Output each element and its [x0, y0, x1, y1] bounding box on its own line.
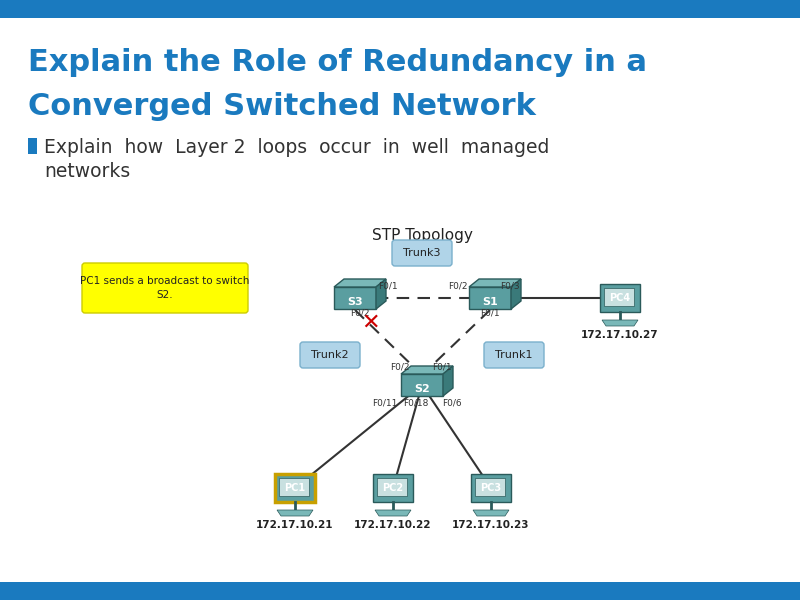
FancyBboxPatch shape: [334, 287, 376, 309]
Text: Cisco Public: Cisco Public: [375, 587, 425, 595]
Text: Explain  how  Layer 2  loops  occur  in  well  managed: Explain how Layer 2 loops occur in well …: [44, 138, 550, 157]
Text: 172.17.10.22: 172.17.10.22: [354, 520, 432, 530]
Text: F0/2: F0/2: [448, 281, 468, 290]
Polygon shape: [511, 279, 521, 309]
Bar: [28, 138, 37, 154]
Text: ©2008 Cisco Systems, Inc. All rights reserved.: ©2008 Cisco Systems, Inc. All rights res…: [30, 587, 226, 595]
Polygon shape: [602, 320, 638, 326]
FancyBboxPatch shape: [82, 263, 248, 313]
Text: F0/2: F0/2: [390, 362, 410, 371]
Text: F0/1: F0/1: [480, 308, 500, 317]
Text: F0/6: F0/6: [442, 398, 462, 407]
FancyBboxPatch shape: [600, 284, 640, 312]
Text: STP Topology: STP Topology: [371, 228, 473, 243]
Polygon shape: [473, 510, 509, 516]
Text: Trunk2: Trunk2: [311, 350, 349, 360]
FancyBboxPatch shape: [373, 474, 413, 502]
Polygon shape: [469, 279, 521, 287]
FancyBboxPatch shape: [275, 474, 315, 502]
Text: Converged Switched Network: Converged Switched Network: [28, 92, 536, 121]
Text: 172.17.10.21: 172.17.10.21: [256, 520, 334, 530]
Text: F0/1: F0/1: [378, 281, 398, 290]
Text: networks: networks: [44, 162, 130, 181]
Text: Trunk3: Trunk3: [403, 248, 441, 258]
Text: 5: 5: [772, 586, 780, 596]
Text: PC1: PC1: [285, 483, 306, 493]
Text: F0/3: F0/3: [500, 281, 520, 290]
Text: PC2: PC2: [382, 483, 403, 493]
Text: S3: S3: [347, 297, 363, 307]
FancyBboxPatch shape: [604, 288, 634, 306]
FancyBboxPatch shape: [279, 478, 309, 496]
Text: PC3: PC3: [481, 483, 502, 493]
FancyBboxPatch shape: [392, 240, 452, 266]
Text: F0/11: F0/11: [372, 398, 398, 407]
Text: Trunk1: Trunk1: [495, 350, 533, 360]
Polygon shape: [443, 366, 453, 396]
Text: F0/18: F0/18: [403, 398, 429, 407]
FancyBboxPatch shape: [377, 478, 407, 496]
Polygon shape: [334, 279, 386, 287]
Text: S2: S2: [414, 384, 430, 394]
Polygon shape: [277, 510, 313, 516]
Bar: [0, 0, 800, 18]
Polygon shape: [376, 279, 386, 309]
Text: PC1 sends a broadcast to switch
S2.: PC1 sends a broadcast to switch S2.: [80, 276, 250, 300]
FancyBboxPatch shape: [401, 374, 443, 396]
Polygon shape: [375, 510, 411, 516]
FancyBboxPatch shape: [471, 474, 511, 502]
Text: Explain the Role of Redundancy in a: Explain the Role of Redundancy in a: [28, 48, 647, 77]
FancyBboxPatch shape: [469, 287, 511, 309]
Text: S1: S1: [482, 297, 498, 307]
Text: F0/1: F0/1: [432, 362, 452, 371]
Polygon shape: [401, 366, 453, 374]
Text: 172.17.10.27: 172.17.10.27: [581, 330, 659, 340]
FancyBboxPatch shape: [300, 342, 360, 368]
Bar: [0, 582, 800, 600]
Text: 172.17.10.23: 172.17.10.23: [452, 520, 530, 530]
FancyBboxPatch shape: [475, 478, 505, 496]
Text: PC4: PC4: [610, 293, 630, 303]
FancyBboxPatch shape: [484, 342, 544, 368]
Text: ✕: ✕: [362, 313, 380, 333]
Text: F0/2: F0/2: [350, 308, 370, 317]
